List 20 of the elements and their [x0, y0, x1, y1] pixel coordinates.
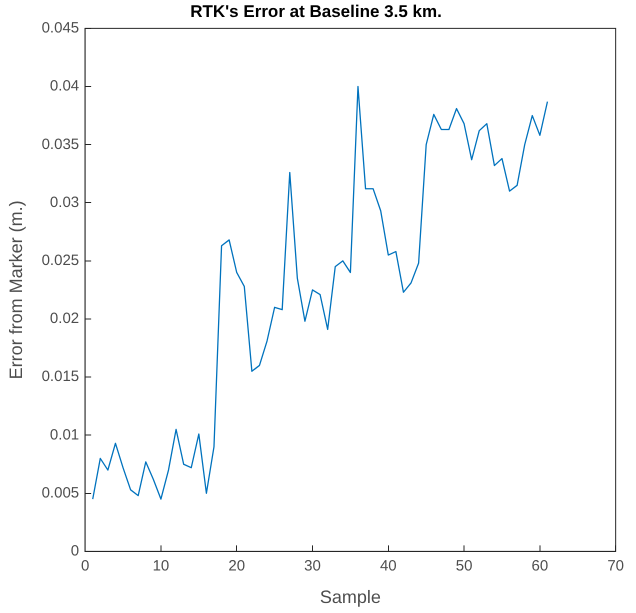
- x-tick-label: 40: [380, 558, 397, 575]
- y-tick-label: 0.03: [50, 194, 80, 211]
- y-tick-label: 0.02: [50, 310, 80, 328]
- y-tick-label: 0.025: [42, 252, 80, 269]
- x-tick-label: 20: [228, 558, 246, 575]
- x-tick-label: 60: [532, 558, 548, 575]
- x-axis-title: Sample: [320, 587, 381, 608]
- y-tick-label: 0.035: [42, 136, 80, 153]
- y-axis-title: Error from Marker (m.): [6, 200, 26, 380]
- y-tick-label: 0.005: [42, 484, 80, 502]
- chart-title: RTK's Error at Baseline 3.5 km.: [190, 2, 442, 21]
- y-tick-label: 0.015: [42, 368, 80, 386]
- y-tick-label: 0.04: [50, 78, 80, 95]
- y-tick-label: 0.045: [42, 20, 80, 37]
- x-tick-label: 70: [607, 558, 624, 575]
- y-tick-label: 0: [70, 542, 80, 560]
- y-tick-label: 0.01: [50, 426, 80, 444]
- x-tick-label: 30: [304, 558, 321, 575]
- x-tick-label: 50: [456, 558, 472, 575]
- x-tick-label: 10: [152, 558, 170, 575]
